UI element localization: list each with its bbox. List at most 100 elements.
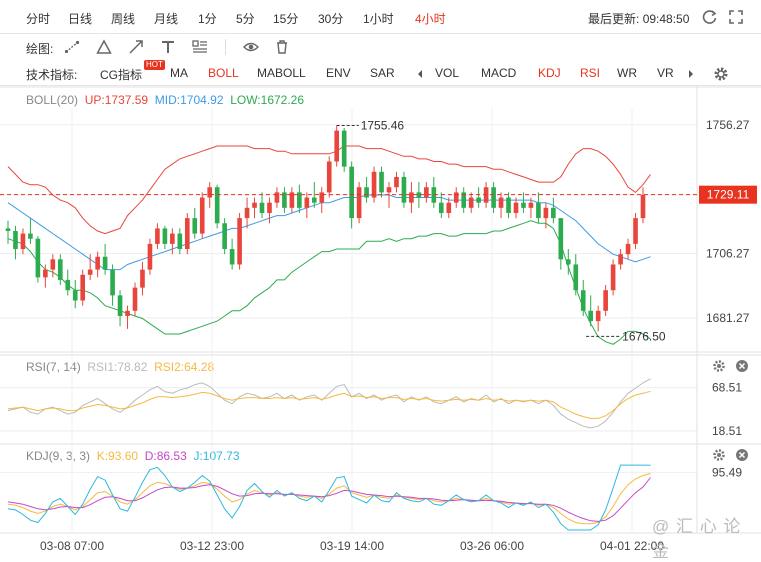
candle [140,261,145,296]
list-tool-icon[interactable] [191,39,209,55]
ind-cg[interactable]: CG指标 [100,68,143,82]
ind-wr[interactable]: WR [617,66,637,80]
candle-body [282,192,287,208]
candle [87,254,93,280]
indicator-bar [0,60,761,86]
rsi2-value: 64.28 [184,360,215,374]
ind-vr[interactable]: VR [657,66,674,80]
ind-ma[interactable]: MA [170,66,188,80]
ind-macd[interactable]: MACD [481,66,517,80]
candle [438,192,444,219]
candle-body [565,259,571,265]
candle-body [207,187,213,198]
fullscreen-icon[interactable] [728,9,744,25]
ind-rsi[interactable]: RSI [580,66,601,80]
candle [618,249,623,270]
ind-boll[interactable]: BOLL [208,66,239,80]
candle [588,295,594,327]
rsi-close-icon[interactable] [735,359,749,373]
price-tick-label: 1681.27 [706,311,750,325]
ind-kdj[interactable]: KDJ [538,66,561,80]
refresh-icon[interactable] [702,9,718,25]
rsi1: RSI1:78.82 [87,360,147,374]
candle [521,192,526,213]
candle-body [184,218,190,250]
low-annotation: 1676.50 [622,329,666,343]
candle [394,171,399,193]
candle [80,269,86,306]
candle-body [43,269,48,278]
text-tool-icon[interactable] [160,39,176,55]
scroll-right-icon[interactable] [687,69,695,79]
candle [409,182,414,213]
tf-month[interactable]: 月线 [154,12,179,26]
kdj-tick-label: 95.49 [712,465,742,479]
timeframe-bar [0,0,761,34]
candle-body [110,269,115,296]
candle [364,176,369,203]
candle-body [394,176,399,188]
candle [356,182,362,224]
rsi-settings-icon[interactable] [712,359,726,373]
x-tick-label: 03-08 07:00 [40,539,104,553]
candle [595,305,601,332]
candle-body [80,274,86,301]
candle-body [506,197,511,213]
tf-30m[interactable]: 30分 [318,12,344,26]
ind-env[interactable]: ENV [326,66,351,80]
ind-vol[interactable]: VOL [435,66,460,80]
candle [184,212,190,255]
trash-icon[interactable] [275,39,289,55]
boll-up: UP:1737.59 [85,93,148,107]
candle-body [28,233,33,239]
candle-body [289,192,295,208]
candle-body [446,202,452,213]
arrow-tool-icon[interactable] [128,39,144,55]
candle-body [409,192,414,203]
kdj-close-icon[interactable] [735,448,749,462]
triangle-tool-icon[interactable] [96,39,112,55]
ind-sar[interactable]: SAR [370,66,395,80]
candle [326,156,332,198]
tf-fenshi[interactable]: 分时 [26,12,51,26]
candle [311,182,317,208]
tf-1h[interactable]: 1小时 [363,12,394,26]
ind-maboll[interactable]: MABOLL [257,66,306,80]
tf-1m[interactable]: 1分 [198,12,217,26]
candle-body [57,259,63,280]
candle-body [618,254,623,265]
tf-15m[interactable]: 15分 [273,12,299,26]
candle-body [528,202,534,208]
candle [170,228,175,255]
candle-body [140,269,145,288]
candle [132,282,138,316]
candle-body [483,187,489,203]
line-tool-icon[interactable] [64,39,80,55]
kdj-line-d [7,477,651,522]
kdj-settings-icon[interactable] [712,448,726,462]
candle [282,187,287,213]
tf-4h[interactable]: 4小时 [415,12,446,26]
eye-icon[interactable] [243,40,259,54]
gear-icon[interactable] [713,66,729,82]
scroll-left-icon[interactable] [416,69,424,79]
tf-5m[interactable]: 5分 [236,12,255,26]
candle-body [453,192,459,203]
candle [416,182,422,208]
candle [259,192,265,219]
tf-week[interactable]: 周线 [111,12,136,26]
candle [199,192,205,239]
boll-mid-line [7,194,651,271]
x-tick-label: 03-19 14:00 [320,539,384,553]
candle-body [237,218,242,265]
candle-body [50,259,56,270]
candle-body [252,202,257,208]
boll-low-value: 1672.26 [260,93,305,107]
candle [20,228,26,255]
candle-body [13,231,18,250]
boll-up-value: 1737.59 [104,93,149,107]
candle [125,305,130,329]
tf-day[interactable]: 日线 [68,12,93,26]
candle-body [416,192,422,198]
candle-body [170,233,175,244]
